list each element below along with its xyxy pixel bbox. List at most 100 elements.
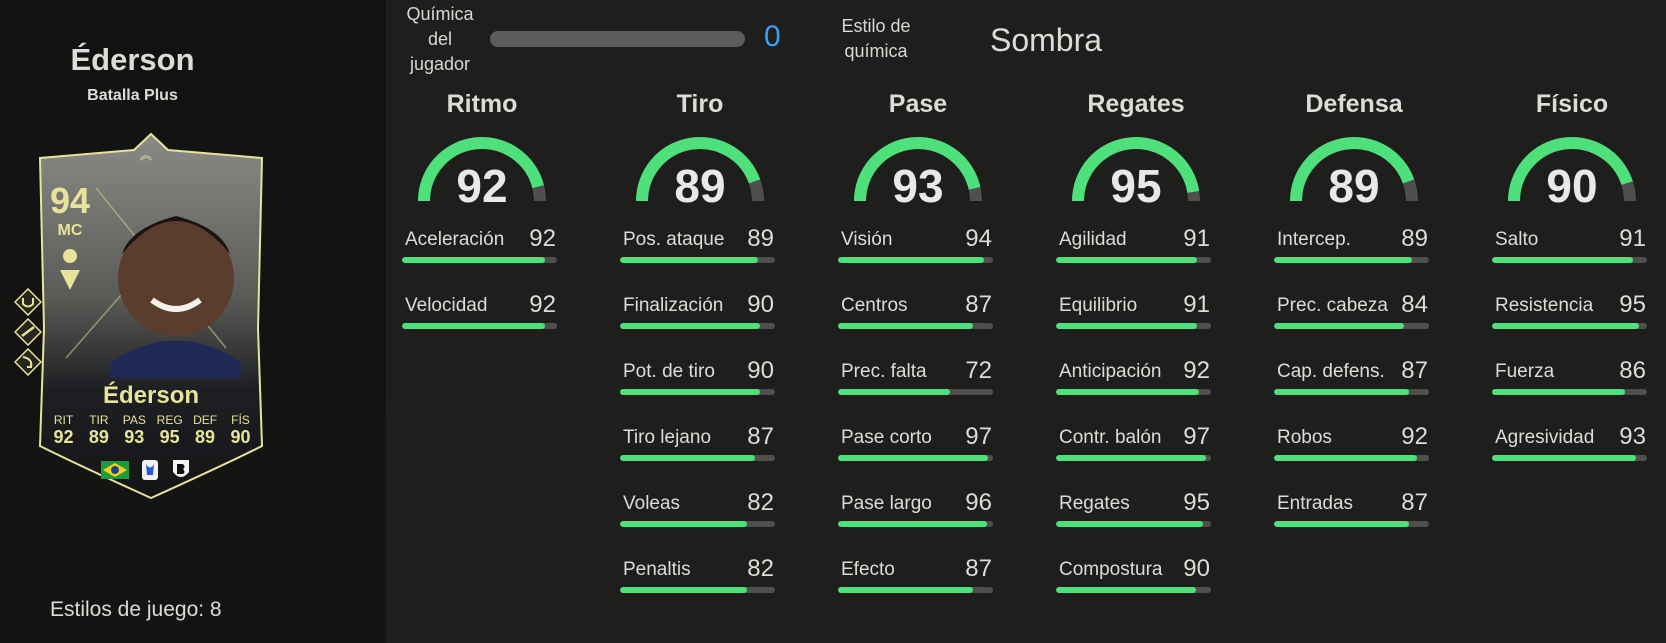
- category-value: 93: [892, 160, 944, 212]
- category-title: Tiro: [676, 90, 724, 118]
- attribute-name: Pase corto: [841, 427, 932, 448]
- attribute-name: Equilibrio: [1059, 295, 1138, 316]
- gauge-fill: [1508, 137, 1633, 202]
- chemistry-style-label: Estilo de química: [841, 16, 911, 61]
- attribute-value: 82: [747, 489, 774, 516]
- attribute-value: 92: [1183, 357, 1210, 384]
- attribute-value: 90: [747, 291, 774, 318]
- attribute-name: Centros: [841, 295, 908, 316]
- attribute-bar: [1056, 587, 1211, 593]
- attribute-row: Pase corto 97: [838, 423, 998, 493]
- category-gauge: 93: [838, 119, 998, 229]
- attribute-value: 97: [965, 423, 992, 450]
- card-stats: RIT 92 TIR 89 PAS 93 REG 95 DEF 89 FÍS 90: [46, 413, 258, 448]
- attribute-bar: [1274, 257, 1429, 263]
- attribute-row: Penaltis 82: [620, 555, 780, 625]
- attribute-bar-fill: [838, 587, 973, 593]
- attribute-row: Efecto 87: [838, 555, 998, 625]
- category-value: 95: [1110, 160, 1162, 212]
- attribute-row: Prec. falta 72: [838, 357, 998, 427]
- category-value: 92: [456, 160, 508, 212]
- attribute-name: Compostura: [1059, 559, 1163, 580]
- attribute-name: Resistencia: [1495, 295, 1594, 316]
- attribute-value: 92: [529, 291, 556, 318]
- category-column: Tiro 89 Pos. ataque 89 Finalización 90 Pot. de…: [620, 90, 780, 625]
- attribute-value: 72: [965, 357, 992, 384]
- attribute-bar-fill: [1492, 455, 1637, 461]
- attribute-bar: [838, 587, 993, 593]
- attribute-bar-fill: [1274, 389, 1409, 395]
- attribute-bar-fill: [1056, 257, 1198, 263]
- attribute-bar: [1274, 455, 1429, 461]
- attribute-bar: [1492, 389, 1647, 395]
- attribute-row: Salto 91: [1492, 225, 1652, 295]
- card-stat: DEF 89: [188, 413, 223, 448]
- attribute-name: Tiro lejano: [623, 427, 712, 448]
- attribute-name: Voleas: [623, 493, 681, 514]
- gauge-arc: [1290, 137, 1418, 202]
- player-card[interactable]: ︽ 94 MC Éderson RIT 92 TIR 89 PAS 93 REG 95 …: [14, 128, 276, 500]
- player-face: [118, 220, 234, 336]
- playstyle-icon-2: [14, 318, 42, 346]
- card-variant: Batalla Plus: [87, 87, 178, 104]
- category-title: Pase: [888, 90, 948, 118]
- category-column: Regates 95 Agilidad 91 Equilibrio 91 Anticipac…: [1056, 90, 1216, 625]
- attribute-value: 95: [1183, 489, 1210, 516]
- card-stat-label: DEF: [193, 413, 218, 427]
- chemistry-style-value[interactable]: Sombra: [990, 22, 1103, 58]
- attribute-name: Salto: [1495, 229, 1539, 250]
- attribute-name: Finalización: [623, 295, 724, 316]
- attribute-row: Tiro lejano 87: [620, 423, 780, 493]
- attribute-row: Regates 95: [1056, 489, 1216, 559]
- card-stat-label: PAS: [122, 413, 146, 427]
- attribute-row: Pase largo 96: [838, 489, 998, 559]
- attribute-bar-fill: [838, 521, 987, 527]
- attribute-value: 97: [1183, 423, 1210, 450]
- attribute-bar: [402, 257, 557, 263]
- attribute-value: 87: [965, 291, 992, 318]
- gauge-arc: [854, 137, 982, 202]
- player-name: Éderson: [70, 42, 195, 77]
- attribute-row: Agresividad 93: [1492, 423, 1652, 493]
- attribute-value: 87: [747, 423, 774, 450]
- attribute-bar-fill: [838, 323, 973, 329]
- card-stat-value: 92: [53, 427, 74, 447]
- atalanta-club-badge-icon: [173, 460, 189, 477]
- attribute-row: Velocidad 92: [402, 291, 562, 361]
- attribute-bar-fill: [1274, 257, 1412, 263]
- attribute-value: 87: [1401, 357, 1428, 384]
- attribute-bar-fill: [1274, 323, 1405, 329]
- card-stat: RIT 92: [46, 413, 81, 448]
- attribute-bar-fill: [620, 587, 748, 593]
- gauge-fill: [1072, 137, 1200, 202]
- playstyles-count: Estilos de juego: 8: [50, 598, 222, 621]
- attribute-bar: [620, 521, 775, 527]
- card-stat: TIR 89: [81, 413, 116, 448]
- card-stat: PAS 93: [117, 413, 152, 448]
- attribute-bar: [1056, 323, 1211, 329]
- attribute-bar-fill: [1056, 587, 1196, 593]
- attribute-name: Agresividad: [1495, 427, 1595, 448]
- attribute-row: Aceleración 92: [402, 225, 562, 295]
- attributes-panel: [386, 0, 1666, 643]
- attribute-bar: [838, 323, 993, 329]
- category-value: 89: [1328, 160, 1380, 212]
- attribute-value: 87: [965, 555, 992, 582]
- attribute-row: Entradas 87: [1274, 489, 1434, 559]
- attribute-bar: [1274, 521, 1429, 527]
- attribute-row: Equilibrio 91: [1056, 291, 1216, 361]
- attribute-row: Pot. de tiro 90: [620, 357, 780, 427]
- category-title: Regates: [1087, 90, 1185, 118]
- card-rating: 94: [49, 180, 91, 221]
- card-player-name: Éderson: [102, 382, 200, 409]
- attribute-row: Finalización 90: [620, 291, 780, 361]
- attribute-name: Cap. defens.: [1277, 361, 1385, 382]
- attribute-bar: [1056, 521, 1211, 527]
- category-column: Físico 90 Salto 91 Resistencia 95 Fuerza 86 Agre…: [1492, 90, 1652, 493]
- card-stat-label: TIR: [89, 413, 109, 427]
- category-title: Defensa: [1305, 90, 1403, 118]
- attribute-bar: [1492, 257, 1647, 263]
- gauge-fill: [418, 137, 544, 202]
- attribute-name: Fuerza: [1495, 361, 1555, 382]
- gauge-arc: [418, 137, 546, 202]
